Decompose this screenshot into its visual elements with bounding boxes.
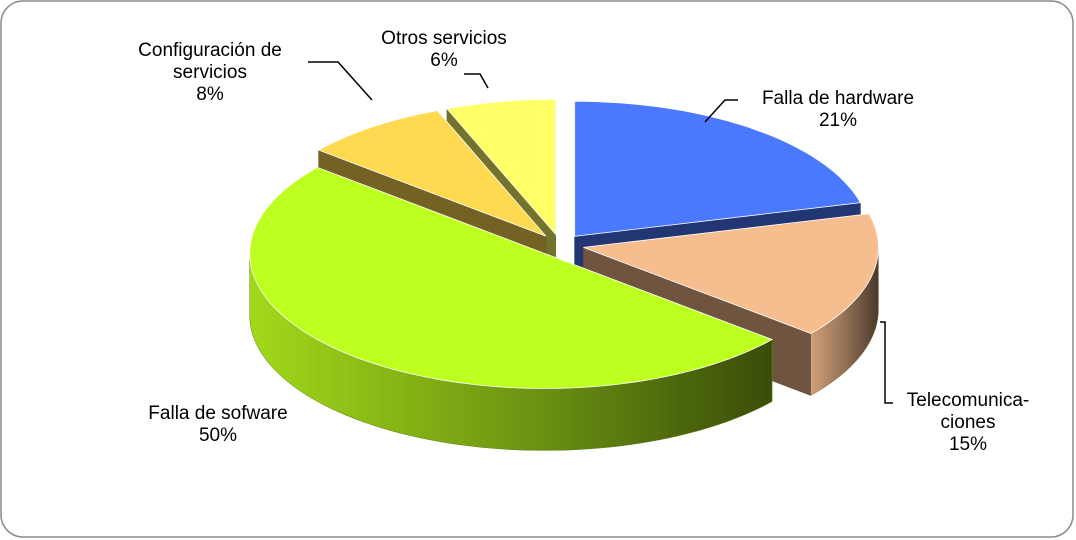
category-label: Telecomunica-ciones	[906, 390, 1030, 433]
value-label: 8%	[196, 84, 224, 105]
leader-line	[308, 61, 373, 101]
value-label: 15%	[948, 434, 988, 455]
slice-label: Telecomunica-ciones 15%	[903, 390, 1033, 456]
leader-line	[464, 73, 489, 89]
category-label: Falla de sofware	[148, 403, 288, 424]
slice	[446, 98, 556, 236]
slice-label: Falla de sofware 50%	[98, 403, 338, 447]
leader-lines	[308, 61, 893, 404]
category-label: Otros servicios	[381, 28, 507, 49]
leader-line	[704, 99, 738, 123]
pie	[249, 98, 879, 451]
value-label: 50%	[198, 425, 238, 446]
value-label: 21%	[818, 110, 858, 131]
value-label: 6%	[430, 50, 458, 71]
leader-line	[880, 321, 893, 404]
slice-label: Configuración de servicios 8%	[110, 40, 310, 106]
slice-label: Falla de hardware 21%	[728, 88, 948, 132]
category-label: Configuración de servicios	[138, 40, 282, 83]
slice	[574, 100, 862, 237]
category-label: Falla de hardware	[761, 88, 915, 109]
slice-label: Otros servicios 6%	[344, 28, 544, 72]
slice	[249, 166, 773, 389]
slice	[317, 110, 547, 237]
slice	[583, 213, 879, 334]
